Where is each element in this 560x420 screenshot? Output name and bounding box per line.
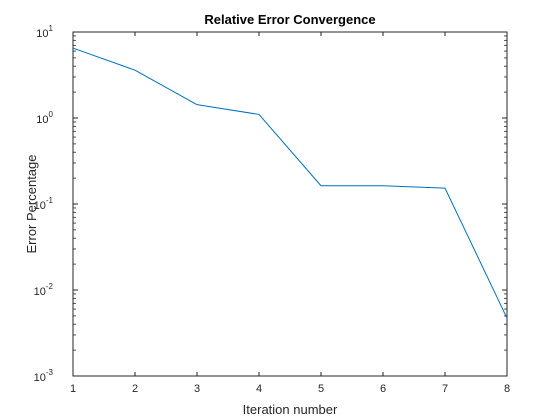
data-point [72, 47, 75, 50]
data-point [258, 113, 261, 116]
x-tick-label: 5 [318, 383, 324, 395]
y-tick-label: 10-2 [34, 282, 54, 298]
y-tick-label: 10-3 [34, 368, 54, 384]
x-tick-label: 8 [504, 383, 510, 395]
y-tick-label: 101 [36, 24, 53, 40]
data-point [444, 187, 447, 190]
x-tick-label: 1 [70, 383, 76, 395]
x-tick-label: 4 [256, 383, 262, 395]
chart-title: Relative Error Convergence [204, 12, 375, 27]
series-line [72, 47, 508, 319]
data-point [134, 69, 137, 72]
y-tick-label: 100 [36, 110, 53, 126]
plot-area: 1 2 3 4 5 6 7 8 101 100 10-1 10-2 10-3 [34, 24, 510, 395]
data-point [320, 184, 323, 187]
y-axis-label: Error Percentage [24, 155, 39, 254]
x-tick-label: 6 [380, 383, 386, 395]
x-axis-label: Iteration number [243, 402, 338, 417]
y-tick-label: 10-1 [34, 196, 54, 212]
data-point [196, 103, 199, 106]
data-point [506, 317, 509, 320]
x-tick-label: 2 [132, 383, 138, 395]
data-point [382, 184, 385, 187]
x-tick-label: 7 [442, 383, 448, 395]
x-tick-label: 3 [194, 383, 200, 395]
